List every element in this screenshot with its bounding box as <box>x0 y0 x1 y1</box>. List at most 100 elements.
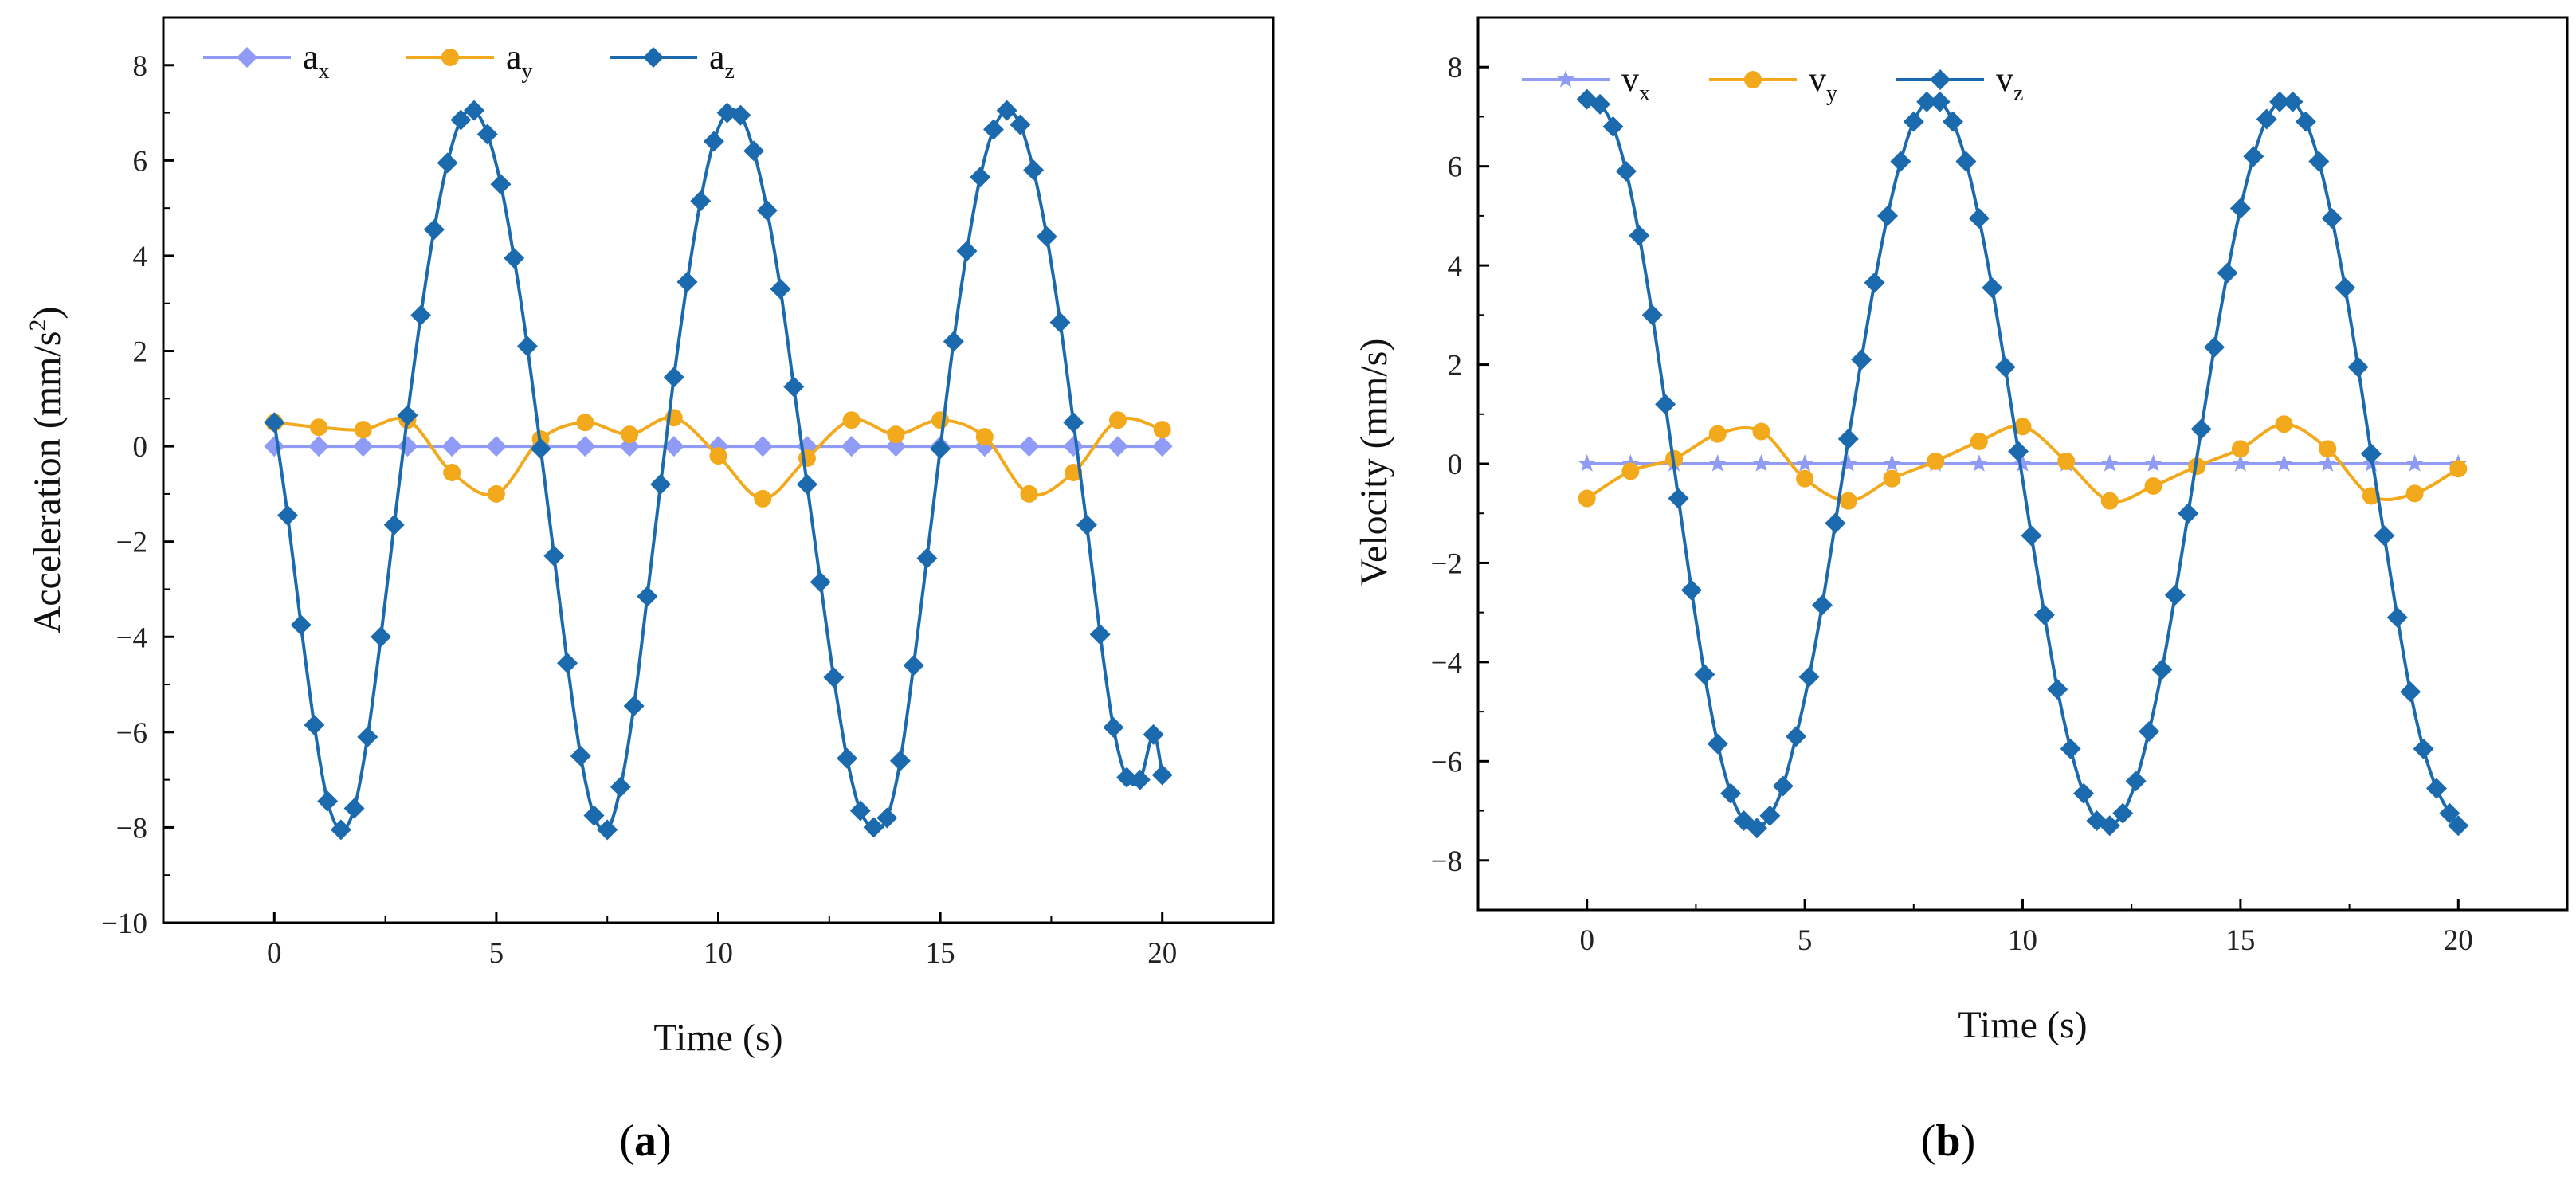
legend-marker-ay <box>441 49 459 66</box>
data-point-az <box>889 750 911 771</box>
data-point-az <box>943 331 964 352</box>
y-tick-label: −6 <box>116 717 147 750</box>
data-point-az <box>516 335 538 357</box>
legend-label-vx: vx <box>1621 60 1650 106</box>
data-point-vz <box>2295 111 2316 132</box>
data-point-az <box>676 271 698 292</box>
data-point-vz <box>2448 815 2469 837</box>
legend: vx vy vz <box>1522 60 2023 106</box>
data-point-az <box>290 614 312 636</box>
data-point-vy <box>1970 433 1988 450</box>
data-point-az <box>317 790 339 812</box>
data-point-vx <box>2231 454 2250 472</box>
data-point-vx <box>1708 454 1727 472</box>
data-point-az <box>650 473 672 495</box>
data-point-vz <box>2360 443 2382 465</box>
legend: ax ay az <box>203 37 735 84</box>
y-tick-label: −2 <box>1431 547 1462 580</box>
data-point-az <box>343 798 365 819</box>
data-point-ay <box>975 428 994 446</box>
data-point-az <box>476 124 498 145</box>
data-point-vz <box>1994 356 2016 378</box>
data-point-vz <box>1746 818 1767 839</box>
data-point-az <box>837 747 858 769</box>
data-point-vz <box>2229 198 2251 219</box>
data-point-az <box>1036 226 1057 248</box>
data-point-vz <box>2099 815 2120 837</box>
data-point-ay <box>931 411 950 429</box>
data-point-ay <box>621 425 639 444</box>
y-tick-label: −8 <box>116 812 147 845</box>
data-point-ax <box>574 436 596 457</box>
data-point-az <box>383 514 405 535</box>
data-point-vz <box>1811 594 1833 616</box>
data-point-vy <box>2362 487 2380 505</box>
data-point-az <box>970 167 991 188</box>
data-point-vy <box>2013 418 2032 436</box>
data-point-vz <box>1707 733 1728 755</box>
data-point-az <box>450 109 472 131</box>
data-point-az <box>663 367 684 388</box>
data-point-vx <box>1795 454 1814 472</box>
data-point-az <box>810 571 831 593</box>
data-point-vx <box>2144 454 2162 472</box>
data-point-vz <box>1590 93 1611 115</box>
data-point-vz <box>2151 659 2173 680</box>
data-point-vx <box>2275 454 2293 472</box>
x-tick-label: 20 <box>1147 937 1177 970</box>
data-point-vz <box>2335 277 2356 299</box>
data-point-vz <box>2204 336 2225 358</box>
legend-marker-az <box>643 47 664 68</box>
data-point-ay <box>1108 411 1127 429</box>
legend-label-ax: ax <box>303 37 330 84</box>
data-point-vz <box>2347 356 2369 378</box>
data-point-az <box>357 726 378 747</box>
data-point-vz <box>2008 441 2029 462</box>
data-point-ax <box>485 436 507 457</box>
x-tick-label: 5 <box>1798 924 1813 957</box>
y-axis-title: Acceleration (mm/s2) <box>25 307 69 634</box>
data-point-az <box>849 800 871 822</box>
data-point-az <box>716 102 738 124</box>
legend-marker-vz <box>1930 69 1951 90</box>
data-point-az <box>277 504 299 526</box>
data-point-vz <box>2374 525 2395 547</box>
data-point-vz <box>1955 151 1977 172</box>
data-point-az <box>464 100 485 121</box>
panel-a-chart: 0 5 10 15 20 −10 −8 −6 −4 −2 0 2 4 6 8 Time (s) Accelera… <box>25 16 1275 1059</box>
data-point-az <box>597 819 618 841</box>
data-point-az <box>304 714 325 735</box>
data-point-vy <box>1621 462 1640 480</box>
data-point-ax <box>663 436 684 457</box>
data-point-az <box>956 240 978 261</box>
data-point-vx <box>1839 454 1858 472</box>
data-point-vy <box>2057 452 2076 470</box>
data-point-az <box>903 655 924 676</box>
data-point-vx <box>1970 454 1989 472</box>
data-point-vz <box>1602 116 1624 137</box>
data-point-vy <box>1578 489 1596 508</box>
data-point-ax <box>1018 436 1040 457</box>
panel-b-chart: 0 5 10 15 20 −8 −6 −4 −2 0 2 4 6 8 Time (s) Velocity (m… <box>1353 16 2569 1046</box>
data-point-az <box>264 412 285 433</box>
data-point-ay <box>709 447 727 465</box>
data-point-az <box>770 278 791 300</box>
data-point-vz <box>1576 88 1598 110</box>
y-axis-title: Velocity (mm/s) <box>1353 339 1395 586</box>
panel-b-label: (b) <box>1921 1116 1975 1166</box>
data-point-vx <box>1752 454 1770 472</box>
data-point-az <box>504 247 525 269</box>
data-point-vy <box>2144 477 2162 495</box>
data-point-vx <box>2100 454 2119 472</box>
data-point-az <box>410 304 432 326</box>
y-tick-label: −6 <box>1431 746 1462 778</box>
series-vy <box>1578 415 2468 510</box>
data-point-vz <box>1864 272 1885 293</box>
data-point-az <box>996 100 1017 121</box>
data-point-az <box>557 653 578 674</box>
data-point-vz <box>2217 262 2238 284</box>
data-point-az <box>1049 312 1071 333</box>
data-point-vy <box>1927 452 1945 470</box>
data-point-az <box>1143 724 1164 745</box>
